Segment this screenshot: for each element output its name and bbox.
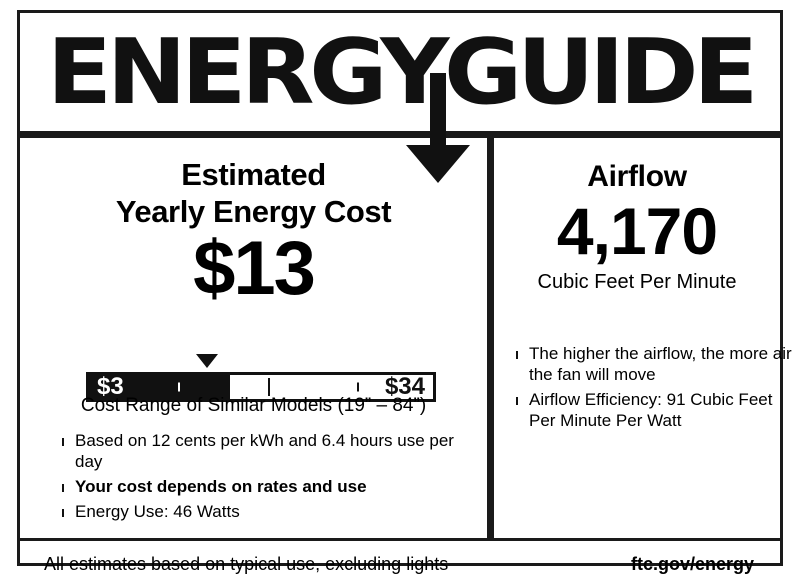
airflow-value: 4,170 bbox=[556, 194, 718, 268]
airflow-unit: Cubic Feet Per Minute bbox=[537, 271, 737, 293]
list-item: Airflow Efficiency: 91 Cubic Feet Per Mi… bbox=[514, 389, 794, 431]
panel-divider bbox=[487, 138, 494, 538]
footer-note: All estimates based on typical use, excl… bbox=[44, 554, 449, 574]
cost-range-caption: Cost Range of Similar Models (19” – 84”) bbox=[80, 395, 427, 416]
cost-heading-line1: Estimated bbox=[181, 157, 326, 192]
cost-bullet-list: Based on 12 cents per kWh and 6.4 hours … bbox=[60, 430, 480, 526]
footer-url[interactable]: ftc.gov/energy bbox=[630, 554, 754, 574]
cost-heading-line2: Yearly Energy Cost bbox=[115, 194, 392, 229]
estimated-cost-panel: Estimated Yearly Energy Cost $13 $3 $34 … bbox=[20, 138, 487, 538]
range-fill bbox=[89, 375, 231, 399]
footer: All estimates based on typical use, excl… bbox=[20, 541, 780, 583]
airflow-panel: Airflow 4,170 Cubic Feet Per Minute The … bbox=[494, 138, 792, 538]
range-min-label: $3 bbox=[97, 373, 124, 400]
estimated-cost-value: $13 bbox=[193, 226, 316, 311]
down-arrow-icon bbox=[402, 73, 474, 205]
list-item: The higher the airflow, the more air the… bbox=[514, 343, 794, 385]
panels: Estimated Yearly Energy Cost $13 $3 $34 … bbox=[20, 138, 792, 538]
list-item: Your cost depends on rates and use bbox=[60, 476, 480, 497]
footer-divider bbox=[20, 538, 780, 541]
airflow-bullet-list: The higher the airflow, the more air the… bbox=[514, 343, 794, 435]
airflow-title: Airflow bbox=[587, 160, 687, 193]
list-item: Energy Use: 46 Watts bbox=[60, 501, 480, 522]
range-track: $3 $34 bbox=[86, 372, 436, 402]
down-triangle-marker bbox=[196, 354, 218, 368]
range-max-label: $34 bbox=[384, 373, 425, 400]
range-tick bbox=[178, 382, 181, 392]
range-tick bbox=[357, 382, 360, 392]
range-tick bbox=[267, 378, 270, 396]
header-divider bbox=[20, 131, 780, 138]
energyguide-label: ENERGYGUIDE Estimated Yearly Energy Cost… bbox=[17, 10, 792, 574]
energyguide-wordmark: ENERGYGUIDE bbox=[46, 20, 759, 125]
list-item: Based on 12 cents per kWh and 6.4 hours … bbox=[60, 430, 480, 472]
masthead: ENERGYGUIDE bbox=[20, 13, 780, 131]
